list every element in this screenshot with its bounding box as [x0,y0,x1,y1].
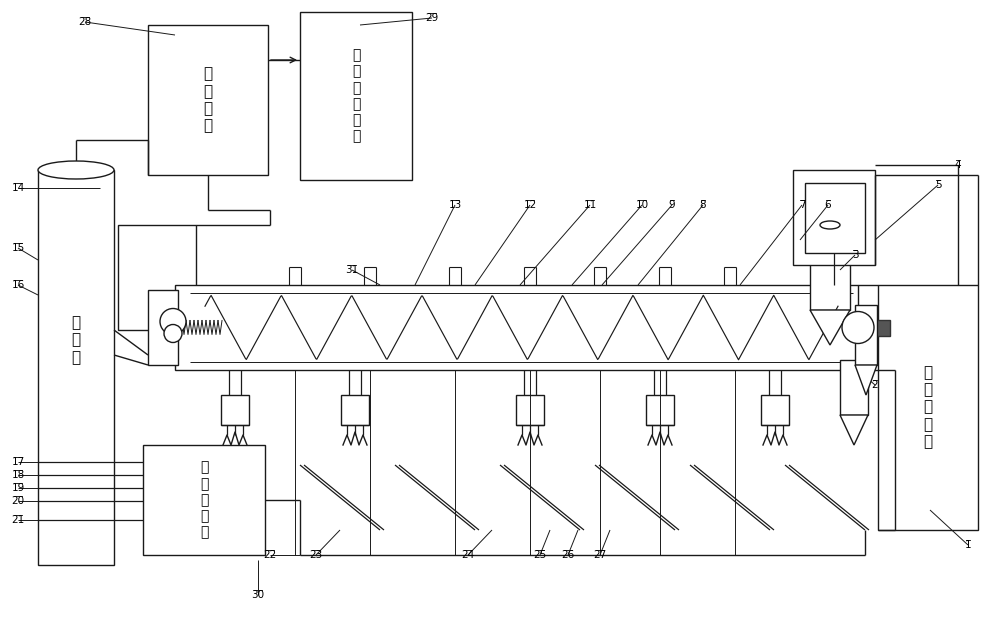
Text: 16: 16 [11,280,25,290]
Bar [874,320,890,336]
Text: 13: 13 [448,200,462,210]
Text: 20: 20 [11,496,25,506]
Text: 25: 25 [533,550,547,560]
Text: 22: 22 [263,550,277,560]
Ellipse shape [38,161,114,179]
Bar [840,360,868,415]
Text: 21: 21 [11,515,25,525]
Text: 冷
却
水
系
统: 冷 却 水 系 统 [200,460,208,539]
Bar [820,225,840,243]
Polygon shape [840,415,868,445]
Text: 5: 5 [935,180,941,190]
Text: 11: 11 [583,200,597,210]
Ellipse shape [820,221,840,229]
Text: 27: 27 [593,550,607,560]
Text: 18: 18 [11,470,25,480]
Bar [805,183,865,253]
Bar [300,12,412,180]
Bar [855,305,877,365]
Bar [793,170,875,265]
Bar [646,395,674,425]
Text: 10: 10 [635,200,649,210]
Text: 4: 4 [955,160,961,170]
Text: 2: 2 [872,380,878,390]
Text: 6: 6 [825,200,831,210]
Bar [175,285,858,370]
Text: 15: 15 [11,243,25,253]
Text: 再
燃
室: 再 燃 室 [71,315,81,365]
Bar [143,445,265,555]
Text: 31: 31 [345,265,359,275]
Text: 23: 23 [309,550,323,560]
Bar [761,395,789,425]
Bar [810,240,850,310]
Text: 26: 26 [561,550,575,560]
Bar [878,285,978,530]
Text: 28: 28 [78,17,92,27]
Polygon shape [810,310,850,345]
Text: 19: 19 [11,483,25,493]
Bar [148,25,268,175]
Circle shape [164,324,182,342]
Text: 12: 12 [523,200,537,210]
Text: 9: 9 [669,200,675,210]
Text: 1: 1 [965,540,971,550]
Bar [341,395,369,425]
Text: 14: 14 [11,183,25,193]
Text: 24: 24 [461,550,475,560]
Text: 30: 30 [251,590,265,600]
Bar [516,395,544,425]
Circle shape [842,311,874,343]
Polygon shape [855,365,877,395]
Bar [148,290,178,365]
Text: 8: 8 [700,200,706,210]
Circle shape [160,309,186,334]
Bar [118,225,196,330]
Text: 高
温
热
解
炉: 高 温 热 解 炉 [923,365,933,449]
Text: 余
热
锅
炉: 余 热 锅 炉 [203,66,213,134]
Text: 3: 3 [852,250,858,260]
Text: 废
气
处
理
系
统: 废 气 处 理 系 统 [352,49,360,144]
Text: 17: 17 [11,457,25,467]
Bar [38,170,114,565]
Text: 7: 7 [799,200,805,210]
Text: 29: 29 [425,13,439,23]
Bar [221,395,249,425]
